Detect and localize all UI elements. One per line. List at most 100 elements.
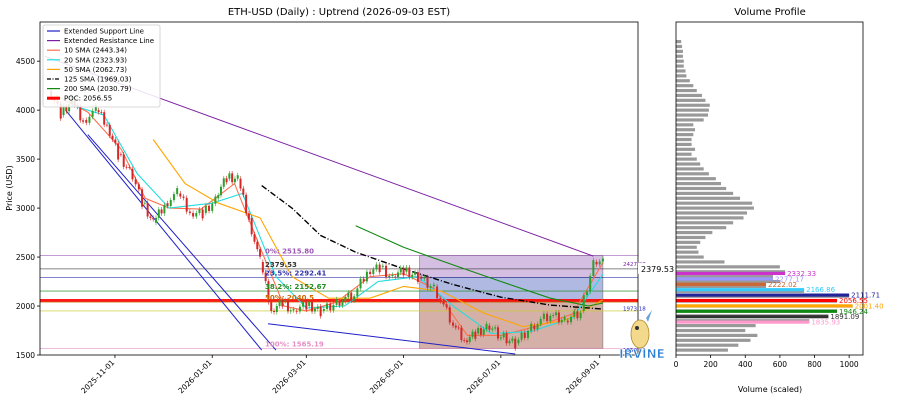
candle-body <box>245 194 248 214</box>
volume-marker-label-4: 2111.71 <box>851 292 880 300</box>
volume-bar <box>676 324 756 328</box>
candle-body <box>259 249 262 257</box>
candle-body <box>322 308 325 311</box>
candle-body <box>239 178 242 189</box>
candle-body <box>119 154 122 156</box>
candle-body <box>523 332 526 338</box>
candle-body <box>188 211 191 213</box>
watermark-text: IRVINE <box>619 347 665 361</box>
right-label-1: 1973.18 <box>623 307 646 313</box>
y-tick-label: 4500 <box>16 57 35 66</box>
candle-body <box>369 271 372 275</box>
right-label-0: 2427.07 <box>623 262 646 268</box>
volume-bar <box>676 328 746 333</box>
candle-body <box>573 311 576 317</box>
candle-body <box>579 312 582 319</box>
hline-label-5: 50%: 2040.5 <box>265 294 314 302</box>
volume-bar <box>676 186 727 191</box>
fib-zone-0 <box>419 255 604 278</box>
candle-body <box>436 286 439 299</box>
candle-body <box>284 300 287 302</box>
volume-bar <box>676 201 753 205</box>
x-tick-label: 2025-11-01 <box>79 358 116 395</box>
volume-marker-label-9: 1835.93 <box>811 319 840 327</box>
candle-body <box>329 303 332 311</box>
candle-body <box>496 327 499 339</box>
volume-bar <box>676 137 692 142</box>
candle-body <box>598 261 601 265</box>
hline-label-2: 23.5%: 2292.41 <box>265 269 327 277</box>
volume-bar <box>676 84 694 88</box>
candle-body <box>353 296 356 301</box>
price-tag: 2379.53 <box>638 262 674 274</box>
candle-body <box>502 333 505 338</box>
volume-bar <box>676 123 694 127</box>
volume-bar <box>676 44 683 49</box>
legend-box <box>42 24 161 108</box>
candle-body <box>505 333 508 344</box>
volume-marker-label-8: 1891.09 <box>830 313 859 321</box>
candle-body <box>347 292 350 297</box>
x-tick-label: 2026-07-01 <box>465 358 502 395</box>
candle-body <box>479 327 482 335</box>
mascot-eye-icon <box>635 326 639 330</box>
candle-body <box>356 288 359 297</box>
volume-bar <box>676 162 701 166</box>
series-50-sma-2062-73- <box>152 139 604 328</box>
volume-x-ticks: 0 200 400 600 800 1000 <box>674 355 859 369</box>
volume-bar <box>676 338 751 342</box>
volume-bar <box>676 49 683 53</box>
candle-body <box>555 312 558 316</box>
volume-bar <box>676 182 722 186</box>
volume-bar <box>676 118 704 122</box>
mascot-ear-icon <box>646 310 652 322</box>
candle-body <box>111 135 114 140</box>
candle-body <box>311 301 314 312</box>
volume-marker-bar-9 <box>676 320 810 324</box>
volume-bar <box>676 275 773 279</box>
volume-marker-label-7: 1946.24 <box>839 308 868 316</box>
candle-body <box>391 274 394 276</box>
volume-bar <box>676 157 697 161</box>
volume-bar <box>676 172 709 176</box>
volume-bar <box>676 39 682 44</box>
price-tag-text: 2379.53 <box>641 265 674 274</box>
candle-body <box>491 328 494 330</box>
candle-body <box>530 323 533 331</box>
candle-body <box>163 204 166 214</box>
candle-body <box>316 306 319 309</box>
candle-body <box>402 267 405 276</box>
candle-body <box>508 340 511 344</box>
candle-body <box>365 271 368 282</box>
candle-body <box>378 264 381 273</box>
candle-body <box>420 276 423 279</box>
candle-body <box>233 178 236 183</box>
volume-bar <box>676 245 697 249</box>
candle-body <box>198 209 201 213</box>
candle-body <box>582 295 585 311</box>
candle-body <box>463 340 466 341</box>
candle-body <box>125 166 128 168</box>
candle-body <box>94 104 97 111</box>
volume-marker-bar-6 <box>676 304 853 308</box>
candle-body <box>595 261 598 265</box>
volume-bars <box>676 39 853 352</box>
candle-body <box>439 298 442 302</box>
candle-body <box>172 194 175 201</box>
volume-title: Volume Profile <box>734 7 805 18</box>
candle-body <box>211 203 214 211</box>
candle-body <box>278 300 281 307</box>
volume-marker-label-1: 2277.17 <box>775 275 804 283</box>
volume-bar <box>676 93 702 98</box>
candle-body <box>520 332 523 340</box>
candle-body <box>264 272 267 282</box>
candle-body <box>97 110 100 113</box>
candle-body <box>576 311 579 319</box>
volume-bar <box>676 289 805 293</box>
candle-body <box>542 313 545 319</box>
candle-body <box>546 313 549 321</box>
volume-bar <box>676 250 699 254</box>
candle-body <box>319 306 322 317</box>
